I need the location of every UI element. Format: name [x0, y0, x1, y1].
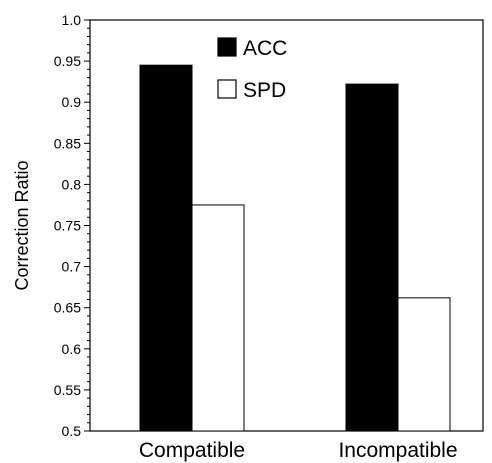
legend-swatch-spd [217, 79, 237, 99]
legend: ACC SPD [217, 37, 287, 102]
bar-spd-incompatible [397, 297, 451, 432]
x-category-label: Compatible [139, 439, 245, 462]
y-tick-label: 0.9 [62, 94, 82, 110]
x-axis: Compatible Incompatible [139, 439, 458, 462]
y-tick-label: 0.6 [62, 341, 82, 357]
y-tick-label: 0.5 [62, 423, 82, 439]
y-tick-label: 0.55 [54, 382, 81, 398]
bar-acc-compatible [139, 64, 193, 432]
y-tick-label: 0.85 [54, 135, 81, 151]
bar-spd-compatible [191, 204, 245, 432]
x-category-label: Incompatible [338, 439, 457, 462]
y-tick-label: 1.0 [62, 12, 82, 28]
y-tick-label: 0.8 [62, 176, 82, 192]
y-tick-label: 0.65 [54, 300, 81, 316]
legend-label-spd: SPD [243, 79, 286, 102]
legend-label-acc: ACC [243, 37, 287, 60]
legend-swatch-acc [217, 37, 237, 57]
y-axis: 0.5 0.55 0.6 0.65 0.7 0.75 0.8 0.85 0.9 0.95 1.0 [54, 12, 90, 439]
y-axis-title: Correction Ratio [12, 160, 32, 290]
y-tick-label: 0.75 [54, 218, 81, 234]
y-tick-label: 0.95 [54, 53, 81, 69]
bars [139, 64, 451, 432]
bar-acc-incompatible [345, 83, 399, 432]
y-tick-label: 0.7 [62, 259, 82, 275]
